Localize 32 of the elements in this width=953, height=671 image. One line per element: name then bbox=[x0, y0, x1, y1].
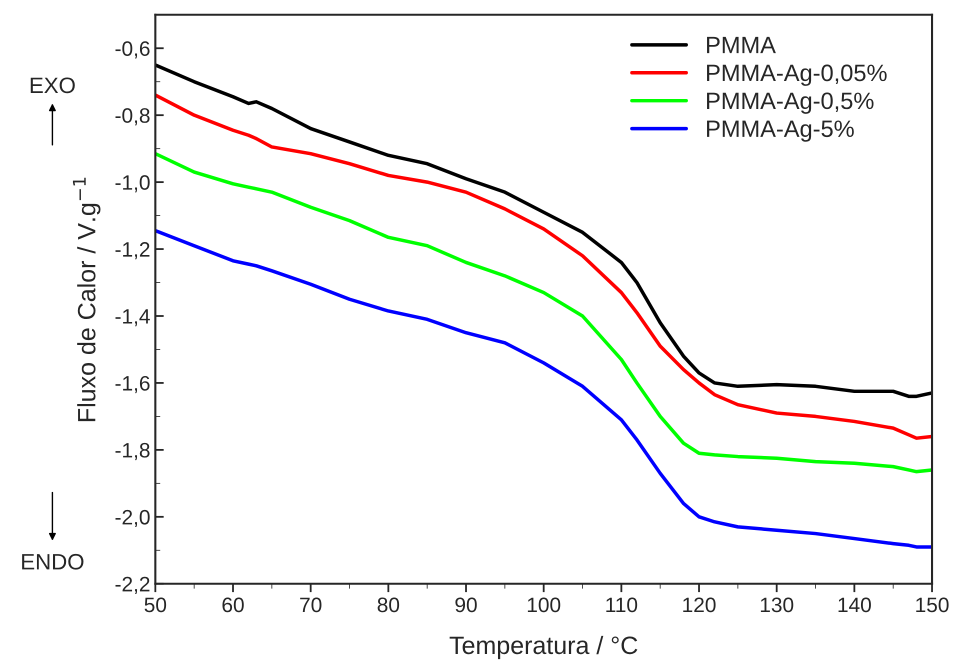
y-tick-label: -2,2 bbox=[116, 576, 150, 594]
y-tick-label: -1,4 bbox=[116, 309, 150, 326]
x-tick-label: 150 bbox=[916, 598, 949, 612]
y-tick-label: -1,2 bbox=[116, 242, 150, 260]
x-tick-label: 140 bbox=[838, 598, 871, 612]
y-tick-label: -1,8 bbox=[116, 442, 150, 460]
legend-label: PMMA-Ag-0,05% bbox=[707, 64, 887, 86]
y-tick-label: -0,6 bbox=[116, 41, 150, 58]
x-tick-label: 70 bbox=[300, 598, 322, 612]
line-series bbox=[155, 63, 932, 398]
legend-label: PMMA-Ag-5% bbox=[707, 120, 854, 142]
text: ENDO bbox=[22, 554, 84, 570]
y-axis-title: Fluxo de Calor / V.g$^{−1}$ bbox=[72, 178, 100, 422]
x-tick-label: 60 bbox=[222, 598, 244, 612]
x-tick-label: 130 bbox=[760, 598, 794, 612]
x-tick-label: 90 bbox=[455, 598, 477, 612]
x-tick-label: 80 bbox=[378, 598, 400, 612]
y-tick-label: -1,0 bbox=[116, 175, 150, 192]
x-tick-label: 110 bbox=[606, 598, 638, 612]
y-tick-label: -0,8 bbox=[116, 108, 150, 126]
line-series bbox=[155, 93, 932, 440]
legend-label: PMMA-Ag-0,5% bbox=[707, 92, 874, 114]
y-tick-label: -1,6 bbox=[116, 376, 150, 394]
x-tick-label: 100 bbox=[528, 598, 560, 612]
x-tick-label: 50 bbox=[144, 598, 166, 612]
line-series bbox=[155, 228, 932, 549]
line-series bbox=[155, 152, 932, 474]
y-tick-label: -2,0 bbox=[116, 510, 150, 528]
x-tick-label: 120 bbox=[683, 598, 716, 612]
x-axis-title: Temperatura / °C bbox=[450, 636, 638, 660]
legend-label: PMMA bbox=[707, 36, 776, 54]
text: EXO bbox=[30, 77, 75, 94]
